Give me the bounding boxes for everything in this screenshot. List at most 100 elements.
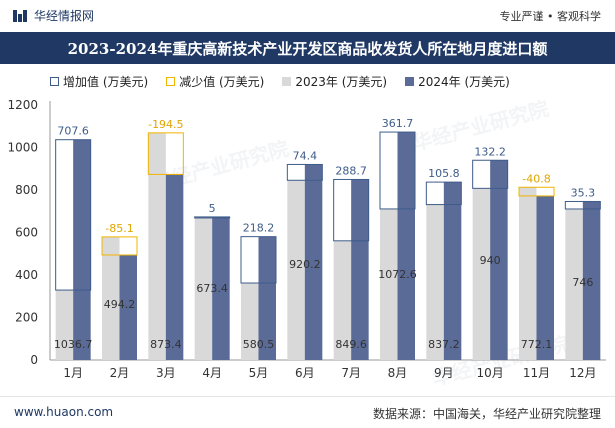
value-label-2024: 837.2 bbox=[428, 338, 460, 351]
bar-2023 bbox=[426, 204, 444, 360]
y-tick-label: 1200 bbox=[7, 98, 38, 112]
bar-2023 bbox=[102, 236, 120, 360]
decrease-swatch-icon bbox=[166, 77, 176, 86]
bar-2024 bbox=[304, 164, 323, 360]
value-label-2024: 746 bbox=[572, 276, 593, 289]
legend-2024[interactable]: 2024年 (万美元) bbox=[405, 73, 510, 90]
bar-2024 bbox=[490, 160, 508, 360]
change-label: -40.8 bbox=[522, 172, 550, 185]
value-label-2024: 849.6 bbox=[335, 338, 367, 351]
value-label-2024: 940 bbox=[480, 254, 501, 267]
decrease-box bbox=[518, 186, 555, 197]
change-label: 132.2 bbox=[474, 145, 506, 158]
bar-2024 bbox=[351, 179, 369, 360]
legend-2024-label: 2024年 (万美元) bbox=[418, 75, 510, 89]
bar-2024 bbox=[582, 201, 601, 360]
increase-box bbox=[194, 216, 231, 219]
x-tick-label: 9月 bbox=[434, 366, 454, 380]
bar-2024 bbox=[212, 216, 230, 360]
increase-box bbox=[379, 131, 416, 210]
increase-box bbox=[55, 139, 92, 291]
bar-2023 bbox=[333, 240, 352, 360]
legend-decrease[interactable]: 减少值 (万美元) bbox=[166, 73, 264, 90]
logo-icon bbox=[13, 9, 27, 22]
bar-2023 bbox=[472, 188, 491, 360]
x-tick-label: 4月 bbox=[202, 366, 222, 380]
bar-2023 bbox=[55, 290, 74, 360]
x-tick-label: 8月 bbox=[388, 366, 408, 380]
decrease-box bbox=[147, 132, 184, 175]
top-bar: 华经情报网 专业严谨 • 客观科学 bbox=[0, 0, 615, 32]
y-tick-label: 0 bbox=[30, 353, 38, 367]
title-bar: 2023-2024年重庆高新技术产业开发区商品收发货人所在地月度进口额 bbox=[0, 32, 615, 64]
decrease-box bbox=[101, 236, 138, 256]
x-tick-label: 7月 bbox=[341, 366, 361, 380]
bar-2023 bbox=[380, 208, 398, 360]
change-label: 218.2 bbox=[243, 222, 275, 235]
bar-2023 bbox=[241, 283, 259, 360]
value-label-2024: 1036.7 bbox=[54, 338, 93, 351]
brand[interactable]: 华经情报网 bbox=[12, 7, 94, 24]
change-label: -194.5 bbox=[148, 118, 183, 131]
bar-2024 bbox=[397, 132, 415, 360]
x-tick-label: 12月 bbox=[569, 366, 596, 380]
chart-area: 0 200 400 600 800 1000 1200 707.6 1036.7 1月 -85.1 4… bbox=[7, 98, 606, 380]
change-label: 5 bbox=[209, 202, 216, 215]
y-tick-label: 800 bbox=[15, 183, 38, 197]
x-tick-label: 1月 bbox=[63, 366, 83, 380]
increase-swatch-icon bbox=[50, 77, 59, 86]
footer: www.huaon.com 数据来源：中国海关，华经产业研究院整理 bbox=[0, 396, 615, 428]
x-tick-label: 2月 bbox=[110, 366, 130, 380]
value-label-2024: 873.4 bbox=[150, 338, 182, 351]
x-tick-label: 6月 bbox=[295, 366, 315, 380]
bar-2023 bbox=[148, 132, 166, 360]
brand-name: 华经情报网 bbox=[34, 9, 95, 23]
bar-2024 bbox=[443, 182, 462, 360]
bar-2024 bbox=[73, 139, 91, 360]
increase-box bbox=[564, 200, 601, 210]
value-label-2024: 1072.6 bbox=[378, 268, 417, 281]
value-label-2024: 494.2 bbox=[104, 298, 136, 311]
legend: 增加值 (万美元) 减少值 (万美元) 2023年 (万美元) 2024年 (万… bbox=[50, 73, 510, 90]
legend-increase[interactable]: 增加值 (万美元) bbox=[50, 73, 148, 90]
slogan: 专业严谨 • 客观科学 bbox=[499, 10, 601, 23]
legend-2023-label: 2023年 (万美元) bbox=[295, 75, 388, 89]
value-label-2024: 673.4 bbox=[196, 282, 228, 295]
chart-title: 2023-2024年重庆高新技术产业开发区商品收发货人所在地月度进口额 bbox=[67, 40, 548, 58]
value-label-2024: 580.5 bbox=[243, 338, 275, 351]
y2024-swatch-icon bbox=[405, 77, 415, 86]
change-label: 105.8 bbox=[428, 167, 460, 180]
y-tick-label: 600 bbox=[15, 226, 38, 240]
bar-2023 bbox=[519, 187, 537, 360]
bar-2023 bbox=[287, 180, 305, 360]
bar-2024 bbox=[258, 236, 276, 360]
change-label: 35.3 bbox=[571, 186, 596, 199]
change-label: 361.7 bbox=[382, 117, 414, 130]
increase-box bbox=[425, 181, 462, 206]
legend-increase-label: 增加值 (万美元) bbox=[63, 75, 149, 89]
y-tick-label: 1000 bbox=[7, 141, 38, 155]
increase-box bbox=[286, 163, 323, 181]
y-tick-label: 200 bbox=[15, 311, 38, 325]
change-label: 707.6 bbox=[57, 125, 89, 138]
value-label-2024: 920.2 bbox=[289, 258, 321, 271]
change-label: 74.4 bbox=[293, 149, 318, 162]
change-label: -85.1 bbox=[105, 222, 133, 235]
legend-2023[interactable]: 2023年 (万美元) bbox=[282, 73, 387, 90]
x-tick-label: 10月 bbox=[477, 366, 504, 380]
x-tick-label: 5月 bbox=[249, 366, 269, 380]
x-tick-label: 3月 bbox=[156, 366, 176, 380]
bar-2024 bbox=[119, 254, 137, 360]
data-source: 数据来源：中国海关，华经产业研究院整理 bbox=[372, 407, 601, 421]
increase-box bbox=[333, 178, 370, 242]
bar-2023 bbox=[194, 217, 213, 360]
y-tick-label: 400 bbox=[15, 268, 38, 282]
y2023-swatch-icon bbox=[282, 77, 292, 86]
legend-decrease-label: 减少值 (万美元) bbox=[179, 75, 265, 89]
value-label-2024: 772.1 bbox=[521, 338, 553, 351]
bar-2023 bbox=[565, 208, 583, 360]
change-label: 288.7 bbox=[335, 164, 367, 177]
bar-2024 bbox=[165, 174, 184, 360]
site-link[interactable]: www.huaon.com bbox=[14, 405, 114, 419]
increase-box bbox=[472, 159, 509, 189]
